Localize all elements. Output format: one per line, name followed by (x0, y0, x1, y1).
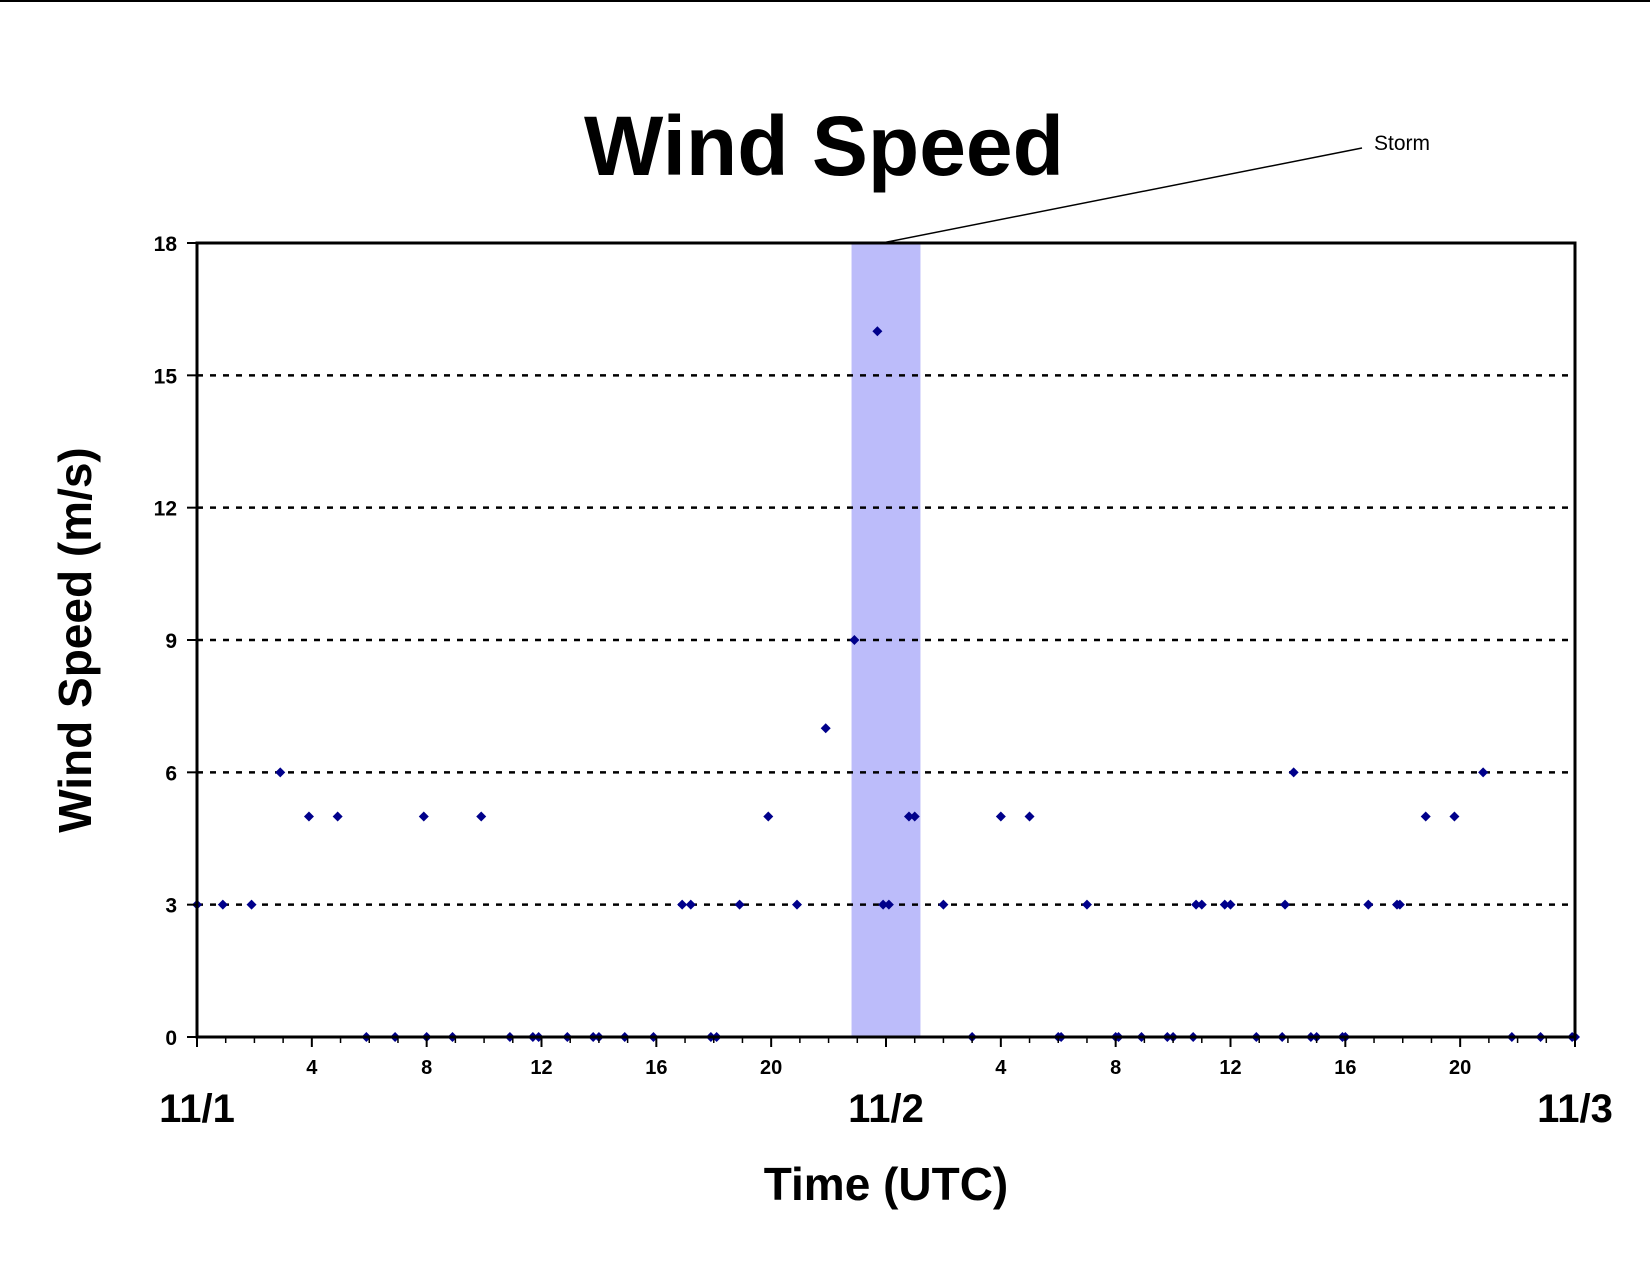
data-point-4 (303, 811, 314, 822)
storm-annotation: Storm (1374, 132, 1430, 155)
data-point-53 (1280, 899, 1291, 910)
data-point-20 (677, 899, 688, 910)
data-point-1 (217, 899, 228, 910)
y-tick-label-0: 0 (165, 1027, 177, 1050)
data-point-30 (878, 899, 889, 910)
data-point-11 (476, 811, 487, 822)
data-point-54 (1288, 767, 1299, 778)
y-tick-label-18: 18 (154, 233, 178, 256)
data-point-48 (1196, 899, 1207, 910)
data-point-8 (418, 811, 429, 822)
data-point-36 (995, 811, 1006, 822)
data-point-5 (332, 811, 343, 822)
data-point-27 (820, 723, 831, 734)
data-point-33 (909, 811, 920, 822)
data-point-50 (1225, 899, 1236, 910)
data-point-63 (1449, 811, 1460, 822)
data-point-49 (1219, 899, 1230, 910)
data-point-64 (1478, 767, 1489, 778)
data-point-40 (1081, 899, 1092, 910)
data-point-61 (1394, 899, 1405, 910)
date-label-11-3: 11/3 (1537, 1087, 1613, 1131)
y-axis-title: Wind Speed (m/s) (49, 447, 101, 833)
data-point-3 (275, 767, 286, 778)
y-tick-label-9: 9 (165, 630, 177, 653)
data-point-25 (763, 811, 774, 822)
x-tick-label-40: 16 (1334, 1057, 1356, 1079)
data-point-32 (903, 811, 914, 822)
data-point-2 (246, 899, 257, 910)
x-tick-label-8: 8 (421, 1057, 432, 1079)
x-tick-label-16: 16 (645, 1057, 667, 1079)
x-axis-title: Time (UTC) (764, 1158, 1009, 1210)
data-point-37 (1024, 811, 1035, 822)
y-tick-label-3: 3 (165, 895, 177, 918)
date-label-11-2: 11/2 (848, 1087, 924, 1131)
data-point-62 (1420, 811, 1431, 822)
x-tick-label-44: 20 (1449, 1057, 1471, 1079)
data-point-26 (792, 899, 803, 910)
data-point-59 (1363, 899, 1374, 910)
y-tick-label-12: 12 (154, 498, 177, 521)
x-tick-label-28: 4 (995, 1057, 1007, 1079)
x-tick-label-32: 8 (1110, 1057, 1121, 1079)
data-point-21 (685, 899, 696, 910)
x-tick-label-36: 12 (1219, 1057, 1241, 1079)
top-border-line (0, 0, 1650, 2)
storm-callout-line (881, 147, 1363, 244)
x-tick-label-12: 12 (530, 1057, 552, 1079)
y-tick-label-15: 15 (154, 365, 178, 388)
x-tick-label-20: 20 (760, 1057, 782, 1079)
x-tick-label-4: 4 (306, 1057, 318, 1079)
chart-title: Wind Speed (584, 99, 1064, 193)
data-point-34 (938, 899, 949, 910)
data-point-24 (734, 899, 745, 910)
data-point-31 (883, 899, 894, 910)
data-point-47 (1191, 899, 1202, 910)
date-label-11-1: 11/1 (159, 1087, 235, 1131)
y-tick-label-6: 6 (165, 762, 177, 785)
data-point-29 (872, 326, 883, 337)
data-point-28 (849, 635, 860, 645)
